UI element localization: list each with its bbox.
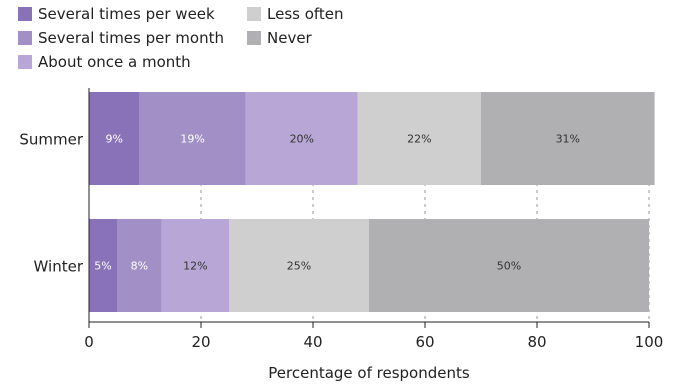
legend-swatch (18, 31, 32, 45)
bar-segment (139, 92, 246, 185)
bar-segment (357, 92, 481, 185)
legend-swatch (18, 7, 32, 21)
bar-segment (245, 92, 358, 185)
data-label: 12% (183, 260, 207, 273)
x-tick-label: 100 (635, 333, 664, 351)
data-label: 9% (105, 133, 122, 146)
category-label: Winter (34, 258, 84, 276)
data-label: 5% (94, 260, 111, 273)
data-label: 19% (180, 133, 204, 146)
x-tick-label: 80 (527, 333, 546, 351)
legend-item-about-once-a-month: About once a month (18, 52, 191, 72)
legend-label: About once a month (38, 53, 191, 71)
data-label: 31% (556, 133, 580, 146)
data-label: 22% (407, 133, 431, 146)
legend-swatch (18, 55, 32, 69)
legend-item-less-often: Less often (247, 4, 344, 24)
legend-item-never: Never (247, 28, 312, 48)
bar-segment (117, 219, 162, 312)
legend-item-several-times-per-week: Several times per week (18, 4, 215, 24)
legend-swatch (247, 7, 261, 21)
legend-item-several-times-per-month: Several times per month (18, 28, 224, 48)
category-label: Summer (19, 131, 83, 149)
x-tick-label: 40 (303, 333, 322, 351)
data-label: 50% (497, 260, 521, 273)
bar-segment (161, 219, 229, 312)
legend-label: Several times per month (38, 29, 224, 47)
data-label: 8% (131, 260, 148, 273)
x-tick-label: 20 (191, 333, 210, 351)
bar-segment (89, 219, 117, 312)
bar-segment (89, 92, 140, 185)
data-label: 25% (287, 260, 311, 273)
x-tick-label: 60 (415, 333, 434, 351)
bar-segment (229, 219, 369, 312)
x-axis-title: Percentage of respondents (268, 364, 470, 382)
legend-label: Less often (267, 5, 344, 23)
x-tick-label: 0 (84, 333, 94, 351)
legend-label: Never (267, 29, 312, 47)
bar-segment (481, 92, 655, 185)
legend: Several times per week Several times per… (18, 4, 418, 72)
legend-label: Several times per week (38, 5, 215, 23)
legend-swatch (247, 31, 261, 45)
data-label: 20% (290, 133, 314, 146)
bar-segment (369, 219, 649, 312)
